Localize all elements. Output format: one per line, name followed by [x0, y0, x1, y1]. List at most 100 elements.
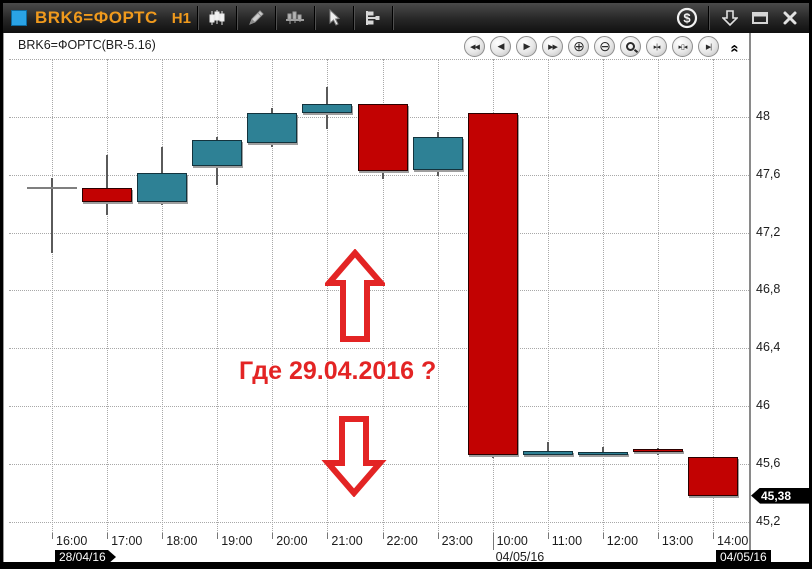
x-grid-line: [217, 59, 219, 535]
candle-body: [688, 456, 738, 496]
x-tick-label: 16:00: [56, 534, 88, 548]
x-tick-label: 21:00: [331, 534, 363, 548]
nav-scroll-left-button[interactable]: ◀: [490, 36, 511, 57]
x-grid-line: [382, 59, 384, 535]
plot-area[interactable]: BRK6=ФОРТС(BR-5.16) ◀◀ ◀ ▶ ▶▶ ⊕ ⊖ ▸|◂ ▸▯◂ ▶| « Г…: [9, 33, 749, 535]
scroll-right-icon: ▶: [523, 41, 531, 51]
y-tick-label: 46: [756, 398, 770, 412]
annotation-question-text: Где 29.04.2016 ?: [239, 357, 437, 385]
candle-body: [192, 140, 243, 167]
y-grid-line: [9, 406, 749, 407]
date-tag: 04/05/16: [716, 550, 771, 562]
cursor-tool-button[interactable]: [321, 6, 347, 30]
x-tick-label: 19:00: [221, 534, 253, 548]
down-arrow-icon: [722, 10, 738, 27]
x-tick: [437, 533, 439, 539]
restore-window-button[interactable]: [745, 6, 775, 30]
nav-zoom-in-button[interactable]: ⊕: [568, 36, 589, 57]
x-grid-line: [52, 59, 53, 535]
x-grid-line: [602, 59, 604, 535]
candle-body: [522, 450, 573, 456]
instrument-label: BRK6=ФОРТС(BR-5.16): [18, 38, 156, 52]
y-grid-line: [9, 348, 749, 350]
x-tick: [217, 533, 219, 539]
magnifier-icon: [626, 42, 635, 51]
x-grid-line: [547, 59, 549, 535]
x-tick-label: 11:00: [551, 534, 583, 548]
x-tick-label: 17:00: [111, 534, 143, 548]
download-button[interactable]: [715, 6, 745, 30]
nav-expand-bars-button[interactable]: ▸▯◂: [672, 36, 693, 57]
candle-body: [412, 137, 463, 171]
scroll-left-icon: ◀: [497, 41, 505, 51]
timeframe-label: H1: [171, 9, 191, 27]
nav-scroll-fast-right-button[interactable]: ▶▶: [542, 36, 563, 57]
levels-icon: [365, 11, 380, 25]
toolbar-separator: [235, 6, 237, 30]
y-tick-label: 46,8: [756, 282, 781, 297]
window-controls: $: [672, 6, 805, 30]
close-window-button[interactable]: [775, 6, 805, 30]
y-grid-line: [9, 290, 749, 292]
candle-body: [467, 112, 518, 456]
candle-body: [632, 449, 683, 453]
currency-button[interactable]: $: [672, 6, 702, 30]
doji-open-close-line: [27, 186, 77, 189]
pencil-icon: [249, 10, 264, 25]
candle-body: [82, 187, 133, 203]
title-bar: BRK6=ФОРТС H1: [3, 3, 809, 33]
go-to-end-icon: ▶|: [705, 43, 712, 51]
x-tick-label: 18:00: [166, 534, 198, 548]
x-grid-line: [437, 59, 439, 535]
volume-chart-icon: [285, 11, 304, 24]
toolbar-separator: [352, 6, 354, 30]
x-tick: [107, 533, 109, 539]
x-tick-label: 22:00: [386, 534, 418, 548]
volume-chart-tool-button[interactable]: [282, 6, 308, 30]
chart-nav-toolbar: ◀◀ ◀ ▶ ▶▶ ⊕ ⊖ ▸|◂ ▸▯◂ ▶|: [464, 36, 719, 57]
x-tick: [162, 533, 164, 539]
x-grid-line: [162, 59, 164, 535]
candle-wick: [601, 446, 604, 457]
window-title: BRK6=ФОРТС: [35, 8, 158, 27]
candle-wick: [106, 154, 109, 216]
candle-body: [357, 104, 408, 171]
candle-body: [302, 104, 353, 113]
nav-go-to-end-button[interactable]: ▶|: [698, 36, 719, 57]
x-grid-line: [713, 59, 714, 535]
candlestick-chart-icon: [209, 10, 225, 25]
x-grid-line: [272, 59, 274, 535]
candlestick-chart-tool-button[interactable]: [204, 6, 230, 30]
nav-zoom-out-button[interactable]: ⊖: [594, 36, 615, 57]
dollar-icon: $: [676, 7, 698, 29]
draw-tool-button[interactable]: [243, 6, 269, 30]
zoom-out-icon: ⊖: [599, 38, 611, 54]
x-tick: [382, 533, 384, 539]
scroll-fast-left-icon: ◀◀: [470, 43, 480, 51]
date-axis-row: 28/04/16 04/05/16 04/05/16: [9, 550, 771, 562]
nav-compress-bars-button[interactable]: ▸|◂: [646, 36, 667, 57]
time-axis[interactable]: 16:00 17:00 18:00 19:00 20:00 21:00 22:00 23:00…: [9, 533, 749, 562]
nav-zoom-area-button[interactable]: [620, 36, 641, 57]
x-tick: [327, 533, 329, 539]
y-tick-label: 48: [756, 109, 770, 123]
chart-panel: BRK6=ФОРТС(BR-5.16) ◀◀ ◀ ▶ ▶▶ ⊕ ⊖ ▸|◂ ▸▯◂ ▶| « Г…: [3, 33, 809, 562]
collapse-chevron-icon[interactable]: «: [726, 43, 744, 51]
levels-tool-button[interactable]: [360, 6, 386, 30]
x-tick-label: 13:00: [661, 534, 694, 548]
x-tick: [272, 533, 274, 539]
y-grid-line: [9, 174, 749, 176]
close-icon: [783, 11, 797, 25]
x-tick: [492, 533, 494, 562]
y-grid-line: [9, 59, 749, 61]
toolbar-separator: [391, 6, 393, 30]
x-tick: [657, 533, 659, 539]
y-tick-label: 45,2: [756, 513, 781, 528]
price-axis[interactable]: 48 47,6 47,2 46,8 46,4 46 45,6 45,2 45,38: [749, 33, 809, 562]
toolbar-separator: [196, 6, 198, 30]
toolbar-separator: [313, 6, 315, 30]
nav-scroll-fast-left-button[interactable]: ◀◀: [464, 36, 485, 57]
candle-body: [247, 112, 298, 143]
nav-scroll-right-button[interactable]: ▶: [516, 36, 537, 57]
